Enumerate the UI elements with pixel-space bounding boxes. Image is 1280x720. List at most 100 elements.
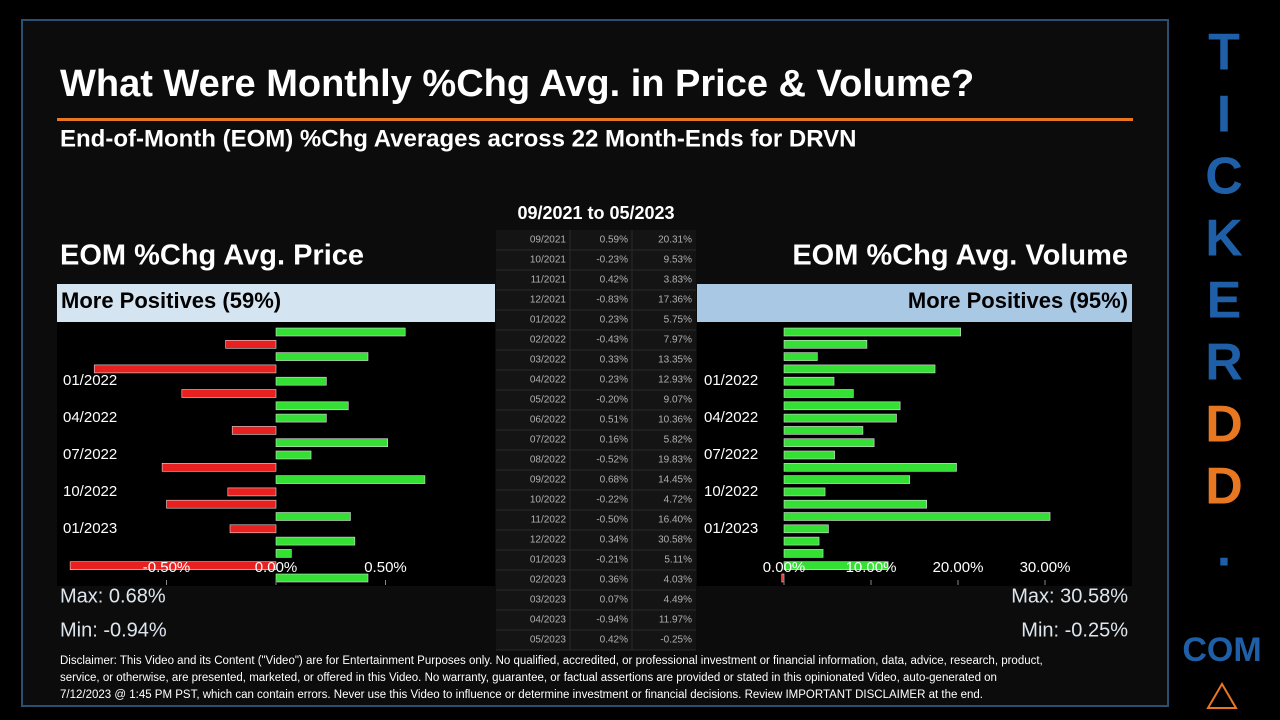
logo-letter: I: [1217, 86, 1231, 144]
table-cell: 07/2022: [530, 435, 567, 446]
bar: [69, 561, 277, 571]
table-cell: 5.75%: [664, 315, 692, 326]
logo-letter: .: [1217, 520, 1231, 578]
bar: [783, 462, 957, 472]
table-cell: 0.33%: [600, 355, 628, 366]
title-rule: [57, 118, 1133, 121]
x-tick-label: 0.00%: [255, 559, 298, 576]
table-cell: -0.50%: [596, 515, 628, 526]
bar: [181, 389, 277, 398]
table-cell: 09/2021: [530, 235, 567, 246]
table-cell: 02/2022: [530, 335, 567, 346]
disclaimer: Disclaimer: This Video and its Content (…: [60, 655, 1043, 701]
table-cell: 17.36%: [658, 295, 692, 306]
table-cell: 01/2022: [530, 315, 567, 326]
x-tick-label: 30.00%: [1020, 559, 1071, 576]
bar: [783, 512, 1051, 521]
table-cell: 19.83%: [658, 455, 692, 466]
table-cell: -0.25%: [660, 635, 692, 646]
table-cell: 9.53%: [664, 255, 692, 266]
x-tick-label: 20.00%: [933, 559, 984, 576]
bar: [783, 352, 818, 361]
bar: [783, 499, 927, 509]
table-cell: 10/2021: [530, 255, 567, 266]
table-cell: 5.82%: [664, 435, 692, 446]
table-cell: 4.03%: [664, 575, 692, 586]
table-cell: 04/2022: [530, 375, 567, 386]
bar: [275, 536, 356, 546]
table-cell: 14.45%: [658, 475, 692, 486]
logo-suffix: COM: [1182, 631, 1261, 669]
bar: [783, 401, 901, 411]
table-cell: 02/2023: [530, 575, 567, 586]
table-cell: 08/2022: [530, 455, 567, 466]
table-cell: -0.83%: [596, 295, 628, 306]
table-bg: [496, 230, 696, 650]
bar: [275, 450, 312, 460]
y-tick-label: 04/2022: [63, 409, 117, 426]
table-cell: 10/2022: [530, 495, 567, 506]
bar: [783, 524, 829, 534]
table-cell: 05/2023: [530, 635, 567, 646]
table-cell: -0.52%: [596, 455, 628, 466]
table-cell: 4.49%: [664, 595, 692, 606]
table-cell: 0.07%: [600, 595, 628, 606]
x-tick-label: 10.00%: [846, 559, 897, 576]
bar: [275, 327, 406, 337]
table-cell: 03/2023: [530, 595, 567, 606]
table-cell: 0.51%: [600, 415, 628, 426]
y-tick-label: 01/2022: [704, 372, 758, 389]
bar: [783, 364, 936, 374]
y-tick-label: 01/2023: [63, 520, 117, 537]
table-cell: 04/2023: [530, 615, 567, 626]
logo-letter: E: [1207, 272, 1242, 330]
bar: [783, 536, 820, 546]
table-cell: 20.31%: [658, 235, 692, 246]
table-cell: 10.36%: [658, 415, 692, 426]
bar: [227, 487, 277, 497]
table-cell: 12/2022: [530, 535, 567, 546]
table-cell: 03/2022: [530, 355, 567, 366]
table-cell: 9.07%: [664, 395, 692, 406]
table-cell: 13.35%: [658, 355, 692, 366]
bar: [275, 512, 351, 521]
table-cell: 4.72%: [664, 495, 692, 506]
y-tick-label: 07/2022: [704, 446, 758, 463]
bar: [783, 561, 889, 571]
table: 09/2021 0.59% 20.31% 10/2021 -0.23% 9.53% 11/2…: [496, 230, 696, 651]
logo-letter: R: [1205, 334, 1243, 392]
table-title: 09/2021 to 05/2023: [517, 203, 674, 223]
table-cell: 16.40%: [658, 515, 692, 526]
y-tick-label: 10/2022: [63, 483, 117, 500]
table-cell: 0.23%: [600, 375, 628, 386]
bar: [166, 499, 277, 509]
bar: [161, 462, 277, 472]
subtitle-box: [697, 284, 1132, 322]
bar: [783, 450, 835, 460]
table-cell: -0.94%: [596, 615, 628, 626]
logo-letter: K: [1205, 210, 1243, 268]
subtitle-box: [57, 284, 495, 322]
table-cell: 5.11%: [664, 555, 692, 566]
bar: [275, 376, 327, 386]
bar: [275, 573, 369, 583]
bar: [275, 352, 369, 361]
table-cell: 0.34%: [600, 535, 628, 546]
table-cell: 0.42%: [600, 635, 628, 646]
table-cell: 05/2022: [530, 395, 567, 406]
bar: [783, 438, 875, 448]
plot-area: [697, 322, 1132, 586]
table-cell: -0.21%: [596, 555, 628, 566]
max-label: Max: 30.58%: [1011, 585, 1128, 607]
bar: [783, 487, 826, 497]
bar: [783, 327, 961, 337]
chart-subtitle: More Positives (95%): [908, 288, 1128, 313]
y-tick-label: 04/2022: [704, 409, 758, 426]
table-cell: 11/2021: [531, 275, 567, 286]
logo-letter: T: [1208, 24, 1240, 82]
table-cell: 11.97%: [659, 615, 692, 626]
logo-letter: D: [1205, 396, 1243, 454]
bar: [783, 475, 911, 484]
bar: [781, 573, 785, 583]
